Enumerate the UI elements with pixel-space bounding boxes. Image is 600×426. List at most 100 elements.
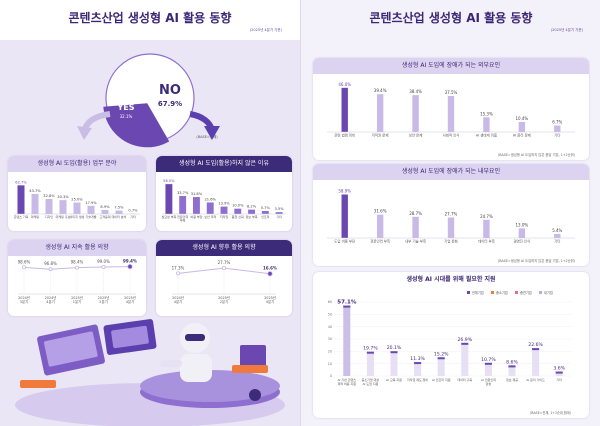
support-value-0: 57.1% xyxy=(337,300,357,306)
future-xlabel-1-0: 2025년 xyxy=(218,295,230,300)
orange-stack xyxy=(20,380,56,388)
internal-bar-0 xyxy=(341,194,348,238)
adoption-fields-category-3-0: 마케팅 홍보 xyxy=(56,214,71,219)
support-category-3-0: 저작권 제도 정비 xyxy=(407,377,428,382)
support-legend-label-3: 대기업 xyxy=(544,290,553,295)
support-category-7-0: 정보 제공 xyxy=(506,377,518,382)
internal-category-5-0: 경영진 인식 xyxy=(514,238,531,243)
building-block xyxy=(240,345,266,369)
floor-ellipse xyxy=(15,383,285,426)
adoption-fields-bar-7 xyxy=(115,210,123,214)
support-category-0-0: AI 기반 콘텐츠 xyxy=(337,377,356,382)
future-intent-title: 생성형 AI 향후 활용 의향 xyxy=(156,240,292,256)
external-obstacles-card: 생성형 AI 도입에 장애가 되는 외부요인 46.0% 관련 법령 미비 39.4… xyxy=(313,58,589,160)
pie-annotation: (BASE=전체) xyxy=(196,134,218,139)
continued-point-2 xyxy=(75,265,80,270)
non-adoption-bar-7 xyxy=(261,210,269,214)
continued-value-1: 96.8% xyxy=(44,261,57,266)
continued-value-3: 99.0% xyxy=(97,259,110,264)
external-bar-2 xyxy=(412,95,419,132)
continued-xlabel-1-0: 2024년 xyxy=(45,295,57,300)
adoption-fields-value-4: 25.0% xyxy=(71,198,83,202)
support-value-2: 20.1% xyxy=(387,345,402,351)
support-category-2-0: AI 교육 지원 xyxy=(386,377,402,382)
continued-value-0: 98.6% xyxy=(18,259,31,264)
support-ytick-5: 50 xyxy=(328,313,332,317)
future-xlabel-0-0: 2024년 xyxy=(172,295,184,300)
orbit-ball xyxy=(249,389,261,401)
support-value-7: 8.6% xyxy=(506,359,518,365)
adoption-fields-bar-6 xyxy=(101,209,109,214)
internal-footnote: (BASE=생성형 AI 도입하지 않은 응답 기업, 1+2순위) xyxy=(498,258,575,263)
non-adoption-category-3-0: 보안 우려 xyxy=(204,214,216,219)
support-bar-8 xyxy=(532,348,540,376)
adoption-fields-category-6-0: 고객응대 xyxy=(99,214,110,219)
non-adoption-category-4-0: 저작권 xyxy=(220,214,229,219)
continued-xlabel-3-1: 2분기 xyxy=(99,299,107,304)
platform-disc xyxy=(140,376,280,408)
internal-bar-5 xyxy=(518,228,526,238)
continued-use-chart: 98.6%2024년3분기96.8%2024년4분기98.4%2025년1분기9… xyxy=(18,259,137,305)
adoption-pie-chart: NO 67.9% YES 32.1% (BASE=전체) xyxy=(77,53,220,148)
internal-value-0: 58.9% xyxy=(338,189,351,194)
adoption-fields-category-4-0: 이미지 생성 xyxy=(70,214,85,219)
orange-block xyxy=(232,365,268,373)
support-value-5: 26.9% xyxy=(458,337,473,343)
external-value-6: 6.7% xyxy=(552,120,562,125)
support-category-0-1: 제작 비용 지원 xyxy=(338,381,357,386)
continued-xlabel-4-1: 4분기 xyxy=(126,299,134,304)
future-xlabel-2-0: 2025년 xyxy=(264,295,276,300)
support-bar-5 xyxy=(461,342,469,376)
internal-category-6-0: 기타 xyxy=(554,238,561,243)
support-bar-1 xyxy=(366,351,374,376)
support-bar-cap-4 xyxy=(437,357,445,360)
pie-slice-yes xyxy=(103,103,170,148)
non-adoption-bar-5 xyxy=(234,208,242,214)
external-footnote: (BASE=생성형 AI 도입하지 않은 응답 기업, 1+2순위) xyxy=(498,152,575,157)
platform-top xyxy=(140,370,280,402)
support-legend-swatch-2 xyxy=(515,291,518,294)
adoption-fields-bar-0 xyxy=(17,185,25,214)
pie-label-no: NO xyxy=(159,83,181,98)
non-adoption-value-3: 21.6% xyxy=(205,197,217,201)
adoption-fields-category-0-0: 콘텐츠 기획 xyxy=(14,214,29,219)
continued-point-1 xyxy=(48,267,53,272)
internal-value-1: 31.6% xyxy=(374,209,387,214)
adoption-fields-value-5: 17.9% xyxy=(85,201,97,205)
non-adoption-value-4: 13.9% xyxy=(218,202,230,206)
future-point-0 xyxy=(175,271,180,276)
support-bar-2 xyxy=(390,351,398,376)
adoption-fields-bar-1 xyxy=(31,194,39,214)
support-value-3: 11.3% xyxy=(410,356,425,362)
external-value-4: 15.3% xyxy=(480,111,493,116)
adoption-fields-bar-5 xyxy=(87,205,95,214)
non-adoption-value-1: 33.7% xyxy=(177,191,189,195)
support-bar-7 xyxy=(508,365,516,376)
support-bar-cap-9 xyxy=(555,371,563,374)
support-legend-label-2: 중견기업 xyxy=(520,290,532,295)
support-value-9: 3.6% xyxy=(553,366,565,372)
support-bar-0 xyxy=(343,305,351,376)
external-bar-4 xyxy=(483,117,490,132)
internal-bar-6 xyxy=(554,234,561,238)
support-ytick-2: 20 xyxy=(328,350,332,354)
external-category-4-0: AI 생태계 미흡 xyxy=(476,132,497,137)
support-category-6-1: 양성 xyxy=(486,381,492,386)
future-value-2: 16.6% xyxy=(263,266,277,271)
pie-value-yes: 32.1% xyxy=(120,114,133,119)
right-panel: 콘텐츠산업 생성형 AI 활용 동향 (2025년 4분기 기준) 생성형 AI… xyxy=(300,0,600,426)
future-value-0: 17.3% xyxy=(172,265,185,270)
internal-value-6: 5.4% xyxy=(552,228,562,233)
adoption-fields-value-0: 62.7% xyxy=(15,180,27,184)
non-adoption-category-6-0: 정보 부족 xyxy=(246,214,258,219)
support-bar-cap-5 xyxy=(461,342,469,345)
adoption-fields-value-2: 32.8% xyxy=(43,194,55,198)
adoption-fields-value-8: 0.7% xyxy=(128,209,138,213)
right-page-note: (2025년 4분기 기준) xyxy=(550,28,583,32)
needed-support-title: 생성형 AI 시대를 위해 필요한 지원 xyxy=(406,276,496,283)
external-value-3: 37.5% xyxy=(445,90,458,95)
continued-point-4 xyxy=(127,263,133,270)
robot-arm xyxy=(160,360,182,367)
external-value-1: 39.4% xyxy=(374,88,387,93)
